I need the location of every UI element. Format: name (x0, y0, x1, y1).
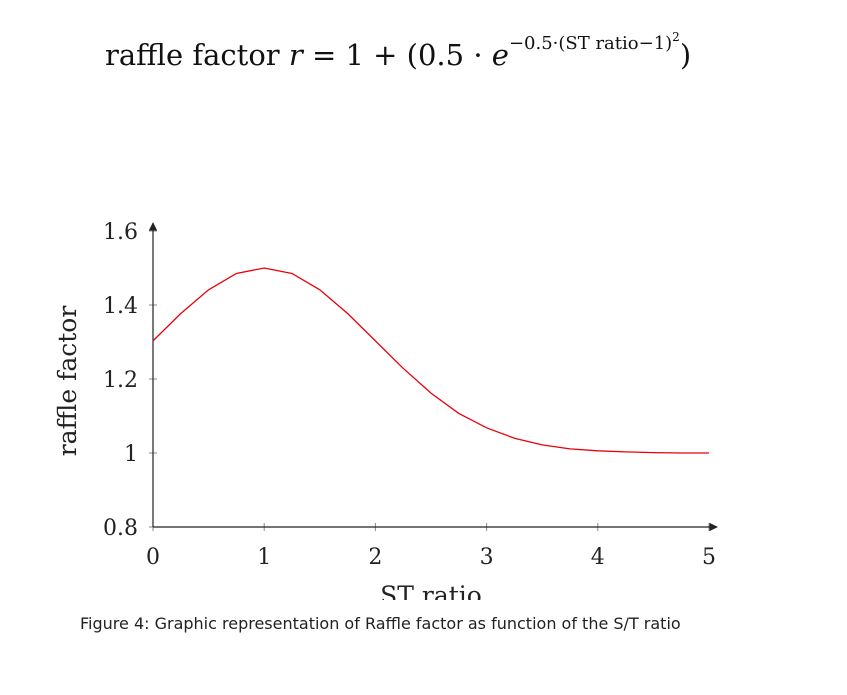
y-tick-label-1: 1 (124, 442, 138, 467)
y-axis-title: raffle factor (53, 306, 82, 457)
y-tick-label-2: 1.2 (103, 368, 138, 393)
x-tick-label-3: 3 (480, 545, 494, 570)
raffle-factor-chart: 0 1 2 3 4 5 0.8 1 1.2 1.4 1.6 ST ratio raffle fac… (53, 220, 718, 600)
series-group (152, 267, 709, 454)
x-tick-label-2: 2 (368, 545, 382, 570)
formula-variable: r (288, 38, 303, 72)
x-tick-label-1: 1 (257, 545, 271, 570)
x-tick-label-4: 4 (591, 545, 605, 570)
formula-exponent-body: −0.5·(ST ratio−1) (508, 33, 673, 54)
formula-base: e (491, 38, 509, 72)
formula-exponent: −0.5·(ST ratio−1)2 (508, 30, 680, 54)
formula-exponent-power: 2 (672, 30, 680, 44)
y-tick-label-4: 1.6 (103, 220, 138, 245)
formula-lhs: raffle factor (105, 38, 280, 72)
y-tick-label-0: 0.8 (103, 516, 138, 541)
x-tick-labels: 0 1 2 3 4 5 (146, 545, 716, 570)
x-axis-title: ST ratio (380, 581, 482, 600)
formula: raffle factor r = 1 + (0.5 · e−0.5·(ST r… (105, 30, 692, 72)
y-tick-labels: 0.8 1 1.2 1.4 1.6 (103, 220, 138, 541)
y-tick-label-3: 1.4 (103, 294, 138, 319)
figure-caption: Figure 4: Graphic representation of Raff… (80, 614, 681, 633)
x-tick-label-0: 0 (146, 545, 160, 570)
formula-rhs-start: = 1 + (0.5 · (311, 38, 492, 72)
formula-rhs-end: ) (679, 38, 692, 72)
series-line-0 (152, 267, 709, 454)
x-tick-label-5: 5 (702, 545, 716, 570)
